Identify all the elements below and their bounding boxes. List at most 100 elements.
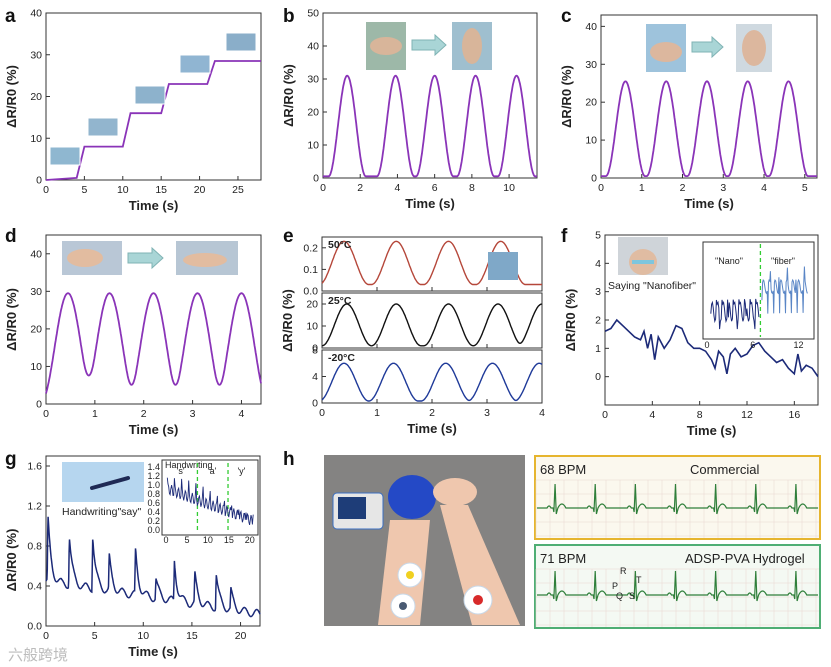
y-tick-label-c-2: 20 xyxy=(585,97,597,109)
y-tick-label-a-4: 40 xyxy=(30,8,42,20)
inset-g-letter-0: 's' xyxy=(177,466,185,476)
x-tick-label-a-1: 5 xyxy=(81,184,87,196)
inset-g-x-tick-1: 5 xyxy=(184,535,189,545)
y-tick-label-g-2: 0.8 xyxy=(27,541,42,553)
x-tick-label-d-4: 4 xyxy=(239,408,245,420)
hydrogel-label: ADSP-PVA Hydrogel xyxy=(685,551,805,566)
x-tick-label-f-1: 4 xyxy=(649,409,655,421)
panel-letter-d: d xyxy=(5,226,17,247)
series-line-d xyxy=(45,292,262,394)
x-axis-label-g: Time (s) xyxy=(128,644,178,659)
ecg-commercial-panel: 68 BPM Commercial xyxy=(534,455,821,540)
inset-g-title: Handwriting xyxy=(165,460,213,470)
x-tick-label-g-1: 5 xyxy=(92,630,98,642)
x-tick-label-f-2: 8 xyxy=(697,409,703,421)
x-tick-label-g-0: 0 xyxy=(43,630,49,642)
x-tick-label-f-3: 12 xyxy=(741,409,753,421)
x-tick-label-b-5: 10 xyxy=(503,182,515,194)
y-tick-label-e0-0: 0.0 xyxy=(303,286,318,298)
wave-label-p: P xyxy=(612,581,618,591)
inset-g-x-tick-2: 10 xyxy=(203,535,213,545)
x-tick-label-a-5: 25 xyxy=(232,184,244,196)
chart-g: 0 5 10 15 20 0.0 0.4 0.8 1.2 1.6 Time (s) ΔR/R0 (%)… xyxy=(4,455,261,659)
x-tick-label-a-2: 10 xyxy=(117,184,129,196)
inset-g-y-tick-7: 1.4 xyxy=(147,462,160,472)
axes-frame-e2 xyxy=(321,349,543,404)
inset-f-x-tick-0: 0 xyxy=(704,340,709,350)
inset-g-y-tick-2: 0.4 xyxy=(147,507,160,517)
series-line-a xyxy=(45,60,261,181)
panel-letter-h: h xyxy=(283,449,295,470)
arrow-icon xyxy=(411,33,447,57)
annotation-f: Saying "Nanofiber" xyxy=(608,280,696,292)
x-tick-label-e2-1: 1 xyxy=(374,407,380,419)
y-tick-label-e2-2: 8 xyxy=(312,345,318,357)
x-tick-label-f-0: 0 xyxy=(602,409,608,421)
y-axis-label-g: ΔR/R0 (%) xyxy=(4,529,19,592)
y-tick-label-f-3: 3 xyxy=(595,286,601,298)
y-tick-label-g-0: 0.0 xyxy=(27,621,42,633)
x-tick-label-c-2: 2 xyxy=(680,182,686,194)
x-tick-label-b-1: 2 xyxy=(357,182,363,194)
y-axis-label-b: ΔR/R0 (%) xyxy=(281,64,296,127)
y-tick-label-e0-2: 0.2 xyxy=(303,242,318,254)
chart-c: 0 1 2 3 4 5 0 10 20 30 40 Time (s) ΔR/R0 (%) xyxy=(559,14,818,211)
x-tick-label-b-0: 0 xyxy=(320,182,326,194)
inset-g-y-tick-6: 1.2 xyxy=(147,471,160,481)
x-axis-label-f: Time (s) xyxy=(687,423,737,438)
y-axis-label-d: ΔR/R0 (%) xyxy=(4,288,19,351)
inset-g-y-tick-1: 0.2 xyxy=(147,516,160,526)
x-tick-label-g-4: 20 xyxy=(235,630,247,642)
y-tick-label-e2-1: 4 xyxy=(312,371,318,383)
commercial-label: Commercial xyxy=(690,462,759,477)
series-line-g xyxy=(45,516,261,618)
panel-letter-f: f xyxy=(561,226,568,247)
y-tick-label-g-3: 1.2 xyxy=(27,501,42,513)
wave-label-t: T xyxy=(636,575,642,585)
x-tick-label-d-3: 3 xyxy=(190,408,196,420)
y-axis-label-c: ΔR/R0 (%) xyxy=(559,65,574,128)
inset-f-x-tick-1: 6 xyxy=(750,340,755,350)
y-tick-label-b-3: 30 xyxy=(307,74,319,86)
y-tick-label-d-3: 30 xyxy=(30,286,42,298)
y-tick-label-e1-1: 10 xyxy=(306,321,318,333)
x-tick-label-d-0: 0 xyxy=(43,408,49,420)
annotation-g: Handwriting"say" xyxy=(62,506,142,518)
commercial-bpm: 68 BPM xyxy=(540,462,586,477)
inset-g-letter-1: 'a' xyxy=(208,466,217,476)
inset-f-trace-nano xyxy=(710,298,760,330)
y-tick-label-f-5: 5 xyxy=(595,230,601,242)
axes-frame-g xyxy=(45,455,261,627)
y-tick-label-b-4: 40 xyxy=(307,41,319,53)
y-axis-label-a: ΔR/R0 (%) xyxy=(4,65,19,128)
y-tick-label-e0-1: 0.1 xyxy=(303,264,318,276)
y-axis-label-f: ΔR/R0 (%) xyxy=(563,289,578,352)
axes-frame-b xyxy=(322,12,538,179)
x-axis-label-d: Time (s) xyxy=(129,422,179,437)
y-tick-label-g-4: 1.6 xyxy=(27,461,42,473)
wave-label-s: S xyxy=(629,591,635,601)
photo-throat xyxy=(618,237,668,275)
x-tick-label-c-5: 5 xyxy=(802,182,808,194)
y-tick-label-f-1: 1 xyxy=(595,343,601,355)
subplot-label-e-2: -20°C xyxy=(328,352,355,364)
photo-wrist-pair xyxy=(62,241,238,275)
y-tick-label-a-3: 30 xyxy=(30,49,42,61)
hydrogel-bpm: 71 BPM xyxy=(540,551,586,566)
y-tick-label-d-1: 10 xyxy=(30,361,42,373)
arrow-icon xyxy=(127,246,164,270)
y-tick-label-d-0: 0 xyxy=(36,399,42,411)
ecg-hydrogel-panel: 71 BPM ADSP-PVA Hydrogel P R Q S T xyxy=(534,544,821,629)
inset-g-trace xyxy=(166,477,254,526)
x-tick-label-e2-2: 2 xyxy=(429,407,435,419)
ecg-commercial-trace xyxy=(537,483,818,515)
x-axis-label-a: Time (s) xyxy=(129,198,179,213)
x-tick-label-b-3: 6 xyxy=(432,182,438,194)
photo-thumbnails-a xyxy=(49,32,257,166)
x-axis-label-e2: Time (s) xyxy=(407,421,457,436)
inset-g-y-tick-5: 1.0 xyxy=(147,480,160,490)
y-tick-label-b-5: 50 xyxy=(307,8,319,20)
axes-frame-c xyxy=(600,14,818,179)
